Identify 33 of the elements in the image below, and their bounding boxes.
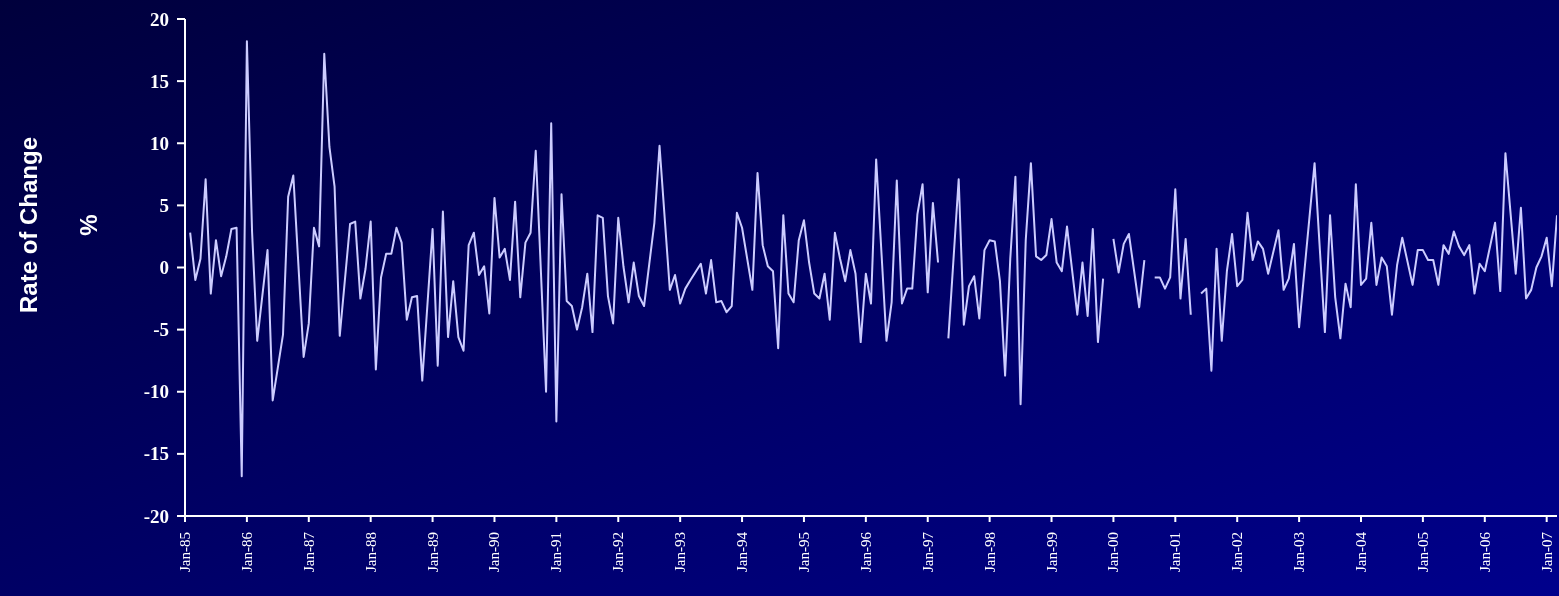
- x-tick-label: Jan-92: [610, 532, 627, 572]
- x-tick-label: Jan-98: [981, 532, 998, 572]
- x-tick-label: Jan-00: [1105, 532, 1122, 572]
- x-tick-label: Jan-01: [1167, 532, 1184, 572]
- x-tick-label: Jan-05: [1414, 532, 1431, 572]
- x-tick-label: Jan-07: [1538, 531, 1555, 572]
- y-tick-label: -20: [143, 505, 169, 527]
- y-tick-label: 20: [150, 8, 169, 30]
- x-tick-label: Jan-95: [795, 532, 812, 572]
- y-tick-label: -5: [153, 319, 169, 341]
- x-tick-label: Jan-91: [548, 532, 565, 572]
- x-tick-label: Jan-06: [1476, 531, 1493, 572]
- x-tick-label: Jan-85: [177, 532, 193, 572]
- x-tick-label: Jan-03: [1291, 532, 1308, 572]
- x-tick-label: Jan-97: [919, 531, 936, 572]
- x-tick-label: Jan-02: [1229, 532, 1246, 572]
- x-tick-label: Jan-04: [1353, 531, 1369, 572]
- x-tick-label: Jan-86: [238, 531, 255, 572]
- y-tick-label: 15: [150, 70, 169, 92]
- x-tick-label: Jan-99: [1043, 532, 1060, 572]
- x-tick-label: Jan-96: [857, 531, 874, 572]
- y-tick-label: 5: [159, 194, 169, 216]
- x-tick-label: Jan-88: [362, 532, 379, 572]
- x-tick-label: Jan-87: [300, 531, 317, 572]
- y-tick-label: -15: [143, 443, 169, 465]
- x-tick-label: Jan-89: [424, 532, 441, 572]
- x-tick-label: Jan-93: [672, 532, 689, 572]
- text: Rate of Change %: [14, 136, 102, 314]
- y-tick-label: 0: [159, 257, 169, 278]
- y-tick-label: -10: [143, 381, 169, 403]
- y-tick-label: 10: [150, 132, 169, 154]
- x-tick-label: Jan-94: [734, 531, 751, 572]
- x-tick-label: Jan-90: [486, 532, 503, 572]
